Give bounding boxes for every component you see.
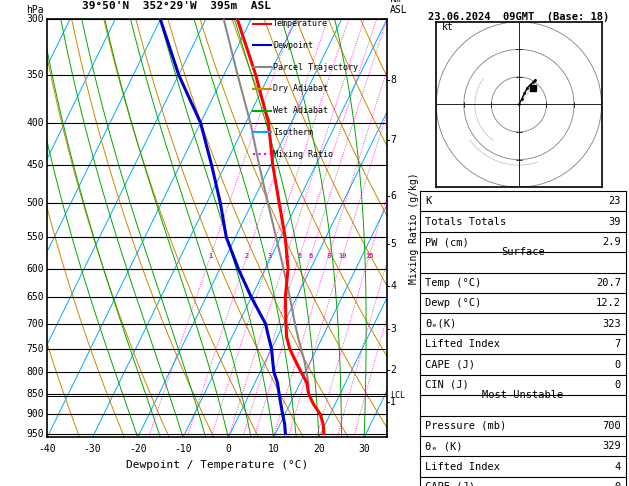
Text: Dewp (°C): Dewp (°C) bbox=[425, 298, 481, 308]
Text: CAPE (J): CAPE (J) bbox=[425, 360, 475, 369]
Text: 1: 1 bbox=[208, 253, 213, 260]
Text: Wet Adiabat: Wet Adiabat bbox=[273, 106, 328, 115]
Text: 15: 15 bbox=[365, 253, 374, 260]
Text: 650: 650 bbox=[26, 292, 44, 302]
Text: 7: 7 bbox=[615, 339, 621, 349]
Text: PW (cm): PW (cm) bbox=[425, 237, 469, 247]
Text: 4: 4 bbox=[615, 462, 621, 471]
Text: Mixing Ratio (g/kg): Mixing Ratio (g/kg) bbox=[409, 173, 419, 284]
Text: 3: 3 bbox=[390, 324, 396, 334]
Text: 20.7: 20.7 bbox=[596, 278, 621, 288]
Text: 5: 5 bbox=[390, 239, 396, 249]
Text: kt: kt bbox=[442, 22, 454, 32]
Text: 4: 4 bbox=[284, 253, 288, 260]
Text: Lifted Index: Lifted Index bbox=[425, 339, 500, 349]
Text: 350: 350 bbox=[26, 70, 44, 80]
Text: 39°50'N  352°29'W  395m  ASL: 39°50'N 352°29'W 395m ASL bbox=[82, 1, 270, 11]
Text: 2: 2 bbox=[245, 253, 249, 260]
Text: 39: 39 bbox=[608, 217, 621, 226]
Text: Temp (°C): Temp (°C) bbox=[425, 278, 481, 288]
Text: 450: 450 bbox=[26, 160, 44, 170]
Text: 800: 800 bbox=[26, 367, 44, 377]
Text: 30: 30 bbox=[359, 444, 370, 453]
Text: Dewpoint: Dewpoint bbox=[273, 41, 313, 50]
Text: Surface: Surface bbox=[501, 247, 545, 257]
Text: Mixing Ratio: Mixing Ratio bbox=[273, 150, 333, 158]
Text: 23.06.2024  09GMT  (Base: 18): 23.06.2024 09GMT (Base: 18) bbox=[428, 12, 610, 22]
Text: 600: 600 bbox=[26, 263, 44, 274]
Text: -10: -10 bbox=[174, 444, 192, 453]
Text: 10: 10 bbox=[338, 253, 347, 260]
Text: 1: 1 bbox=[390, 397, 396, 407]
Text: 329: 329 bbox=[602, 441, 621, 451]
Text: 6: 6 bbox=[308, 253, 313, 260]
Text: 500: 500 bbox=[26, 198, 44, 208]
Text: Temperature: Temperature bbox=[273, 19, 328, 28]
Text: 400: 400 bbox=[26, 118, 44, 128]
Text: 0: 0 bbox=[615, 360, 621, 369]
Text: 300: 300 bbox=[26, 15, 44, 24]
Text: Dry Adiabat: Dry Adiabat bbox=[273, 85, 328, 93]
Text: 20: 20 bbox=[313, 444, 325, 453]
Text: θₑ (K): θₑ (K) bbox=[425, 441, 463, 451]
Text: 323: 323 bbox=[602, 319, 621, 329]
Text: Isotherm: Isotherm bbox=[273, 128, 313, 137]
Text: 750: 750 bbox=[26, 344, 44, 354]
Text: θₑ(K): θₑ(K) bbox=[425, 319, 457, 329]
Text: 0: 0 bbox=[615, 482, 621, 486]
Text: 0: 0 bbox=[615, 380, 621, 390]
Text: -40: -40 bbox=[38, 444, 56, 453]
Text: 8: 8 bbox=[390, 75, 396, 85]
Text: hPa: hPa bbox=[26, 5, 44, 15]
Text: 12.2: 12.2 bbox=[596, 298, 621, 308]
Text: Dewpoint / Temperature (°C): Dewpoint / Temperature (°C) bbox=[126, 460, 308, 470]
Text: 7: 7 bbox=[390, 135, 396, 145]
Text: -20: -20 bbox=[129, 444, 147, 453]
Text: 700: 700 bbox=[26, 319, 44, 329]
Text: Lifted Index: Lifted Index bbox=[425, 462, 500, 471]
Text: 900: 900 bbox=[26, 409, 44, 419]
Text: 23: 23 bbox=[608, 196, 621, 206]
Text: 950: 950 bbox=[26, 429, 44, 439]
Text: km
ASL: km ASL bbox=[390, 0, 408, 15]
Text: 2: 2 bbox=[390, 364, 396, 375]
Text: 8: 8 bbox=[326, 253, 330, 260]
Polygon shape bbox=[519, 83, 533, 104]
Text: 850: 850 bbox=[26, 389, 44, 399]
Text: Most Unstable: Most Unstable bbox=[482, 390, 564, 400]
Text: 2.9: 2.9 bbox=[602, 237, 621, 247]
Text: Pressure (mb): Pressure (mb) bbox=[425, 421, 506, 431]
Text: 550: 550 bbox=[26, 232, 44, 242]
Text: K: K bbox=[425, 196, 431, 206]
Text: 5: 5 bbox=[298, 253, 302, 260]
Text: -30: -30 bbox=[84, 444, 101, 453]
Text: Totals Totals: Totals Totals bbox=[425, 217, 506, 226]
Text: CIN (J): CIN (J) bbox=[425, 380, 469, 390]
Text: 6: 6 bbox=[390, 191, 396, 201]
Text: 10: 10 bbox=[268, 444, 279, 453]
Text: CAPE (J): CAPE (J) bbox=[425, 482, 475, 486]
Text: Parcel Trajectory: Parcel Trajectory bbox=[273, 63, 358, 71]
Text: 3: 3 bbox=[267, 253, 272, 260]
Text: 0: 0 bbox=[225, 444, 231, 453]
Text: LCL: LCL bbox=[390, 391, 405, 400]
Text: 700: 700 bbox=[602, 421, 621, 431]
Text: 4: 4 bbox=[390, 281, 396, 291]
